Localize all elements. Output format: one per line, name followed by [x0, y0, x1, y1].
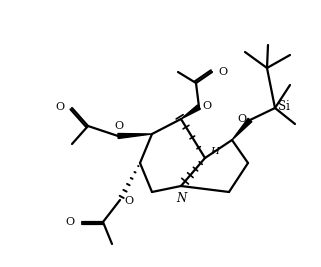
Text: O: O: [115, 121, 124, 131]
Polygon shape: [181, 105, 200, 119]
Text: O: O: [237, 114, 246, 124]
Text: N: N: [176, 192, 186, 205]
Polygon shape: [232, 118, 252, 140]
Text: O: O: [124, 196, 133, 206]
Text: O: O: [218, 67, 227, 77]
Text: H: H: [210, 147, 219, 156]
Polygon shape: [118, 134, 152, 139]
Text: O: O: [56, 102, 65, 112]
Text: O: O: [202, 101, 211, 111]
Text: Si: Si: [278, 100, 290, 113]
Text: O: O: [66, 217, 75, 227]
